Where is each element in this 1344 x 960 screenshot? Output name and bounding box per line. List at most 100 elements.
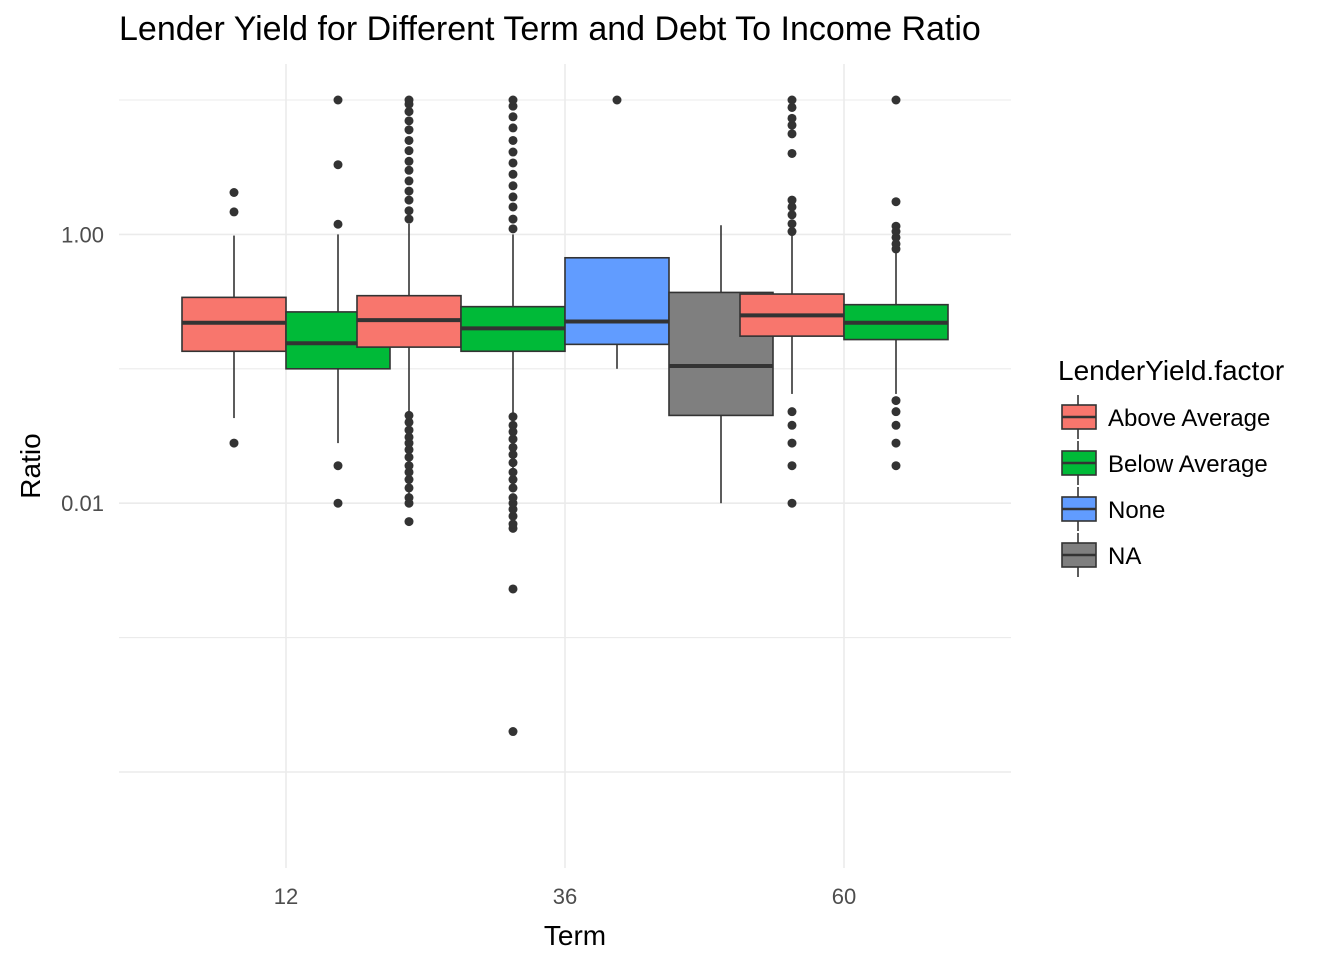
outlier-point (404, 493, 414, 503)
legend-entry-label: NA (1108, 543, 1141, 570)
outlier-point (891, 197, 901, 207)
y-axis-title: Ratio (15, 433, 46, 498)
y-tick-label: 0.01 (61, 491, 104, 516)
outlier-point (787, 102, 797, 112)
outlier-point (508, 202, 518, 212)
outlier-point (508, 427, 518, 437)
x-axis-title: Term (544, 920, 606, 951)
outlier-point (404, 165, 414, 175)
outlier-point (333, 498, 343, 508)
outlier-point (787, 195, 797, 205)
outlier-point (787, 219, 797, 229)
outlier-point (333, 160, 343, 170)
outlier-point (404, 125, 414, 135)
outlier-point (787, 210, 797, 220)
outlier-point (508, 458, 518, 468)
outlier-point (404, 432, 414, 442)
outlier-point (404, 116, 414, 126)
outlier-point (404, 156, 414, 166)
outlier-point (404, 461, 414, 471)
outlier-point (508, 123, 518, 133)
outlier-point (508, 442, 518, 452)
outlier-point (508, 192, 518, 202)
outlier-point (787, 461, 797, 471)
outlier-point (508, 147, 518, 157)
outlier-point (404, 445, 414, 455)
outlier-point (404, 186, 414, 196)
outlier-point (787, 407, 797, 417)
outlier-point (787, 120, 797, 130)
y-tick-label: 1.00 (61, 222, 104, 247)
outlier-point (404, 452, 414, 462)
outlier-point (404, 176, 414, 186)
x-tick-label: 60 (832, 884, 856, 909)
outlier-point (787, 202, 797, 212)
outlier-point (787, 148, 797, 158)
box-rect (564, 256, 670, 346)
outlier-point (508, 475, 518, 485)
outlier-point (404, 483, 414, 493)
outlier-point (508, 101, 518, 111)
outlier-point (508, 169, 518, 179)
outlier-point (508, 412, 518, 422)
outlier-point (404, 135, 414, 145)
outlier-point (404, 467, 414, 477)
outlier-point (404, 517, 414, 527)
outlier-point (891, 221, 901, 231)
outlier-point (508, 519, 518, 529)
outlier-point (891, 396, 901, 406)
outlier-point (787, 438, 797, 448)
outlier-point (787, 95, 797, 105)
outlier-point (891, 420, 901, 430)
outlier-point (229, 438, 239, 448)
outlier-point (508, 112, 518, 122)
outlier-point (508, 493, 518, 503)
outlier-point (333, 95, 343, 105)
outlier-point (787, 113, 797, 123)
outlier-point (508, 450, 518, 460)
outlier-point (333, 219, 343, 229)
outlier-point (508, 420, 518, 430)
outlier-point (404, 95, 414, 105)
outlier-point (891, 461, 901, 471)
chart-title: Lender Yield for Different Term and Debt… (119, 10, 981, 48)
outlier-point (508, 467, 518, 477)
outlier-point (508, 158, 518, 168)
legend-entry-label: None (1108, 497, 1165, 524)
outlier-point (404, 425, 414, 435)
legend-title: LenderYield.factor (1058, 355, 1284, 386)
outlier-point (404, 417, 414, 427)
legend-entry-label: Above Average (1108, 405, 1270, 432)
outlier-point (508, 504, 518, 514)
outlier-point (787, 498, 797, 508)
outlier-point (612, 95, 622, 105)
outlier-point (508, 434, 518, 444)
outlier-point (229, 207, 239, 217)
outlier-point (787, 129, 797, 139)
outlier-point (891, 407, 901, 417)
outlier-point (891, 239, 901, 249)
outlier-point (787, 420, 797, 430)
outlier-point (891, 438, 901, 448)
outlier-point (404, 146, 414, 156)
outlier-point (229, 188, 239, 198)
outlier-point (508, 511, 518, 521)
outlier-point (508, 224, 518, 234)
outlier-point (787, 227, 797, 237)
outlier-point (404, 475, 414, 485)
outlier-point (508, 727, 518, 737)
outlier-point (404, 195, 414, 205)
x-tick-label: 36 (553, 884, 577, 909)
legend-entry-label: Below Average (1108, 451, 1268, 478)
outlier-point (404, 107, 414, 117)
outlier-point (508, 95, 518, 105)
outlier-point (404, 410, 414, 420)
outlier-point (508, 135, 518, 145)
outlier-point (404, 206, 414, 216)
x-tick-label: 12 (274, 884, 298, 909)
outlier-point (508, 214, 518, 224)
outlier-point (333, 461, 343, 471)
outlier-point (508, 181, 518, 191)
